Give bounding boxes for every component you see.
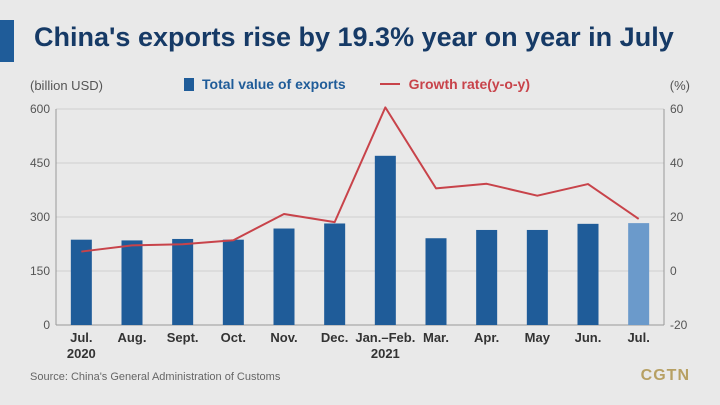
chart-title: China's exports rise by 19.3% year on ye… [34, 22, 674, 52]
x-tick-label: Jul. [627, 330, 649, 345]
right-tick-label: 40 [670, 156, 684, 170]
bar-exports [476, 229, 498, 325]
bar-exports [577, 223, 599, 325]
legend-item-growth: Growth rate(y-o-y) [379, 76, 531, 92]
x-tick-label: Sept. [167, 330, 199, 345]
left-tick-label: 300 [30, 210, 50, 224]
bar-exports [324, 223, 346, 325]
brand-logo: CGTN [640, 367, 690, 384]
x-tick-label: Jan.–Feb. [355, 330, 415, 345]
right-tick-label: 0 [670, 264, 677, 278]
bar-exports [70, 239, 92, 325]
left-tick-label: 450 [30, 156, 50, 170]
right-axis-unit: (%) [669, 78, 690, 93]
x-tick-label: Jun. [575, 330, 602, 345]
bar-exports [172, 238, 194, 325]
x-tick-label: May [525, 330, 551, 345]
legend-label-growth: Growth rate(y-o-y) [408, 76, 531, 92]
x-tick-label: Nov. [270, 330, 297, 345]
left-tick-label: 0 [43, 318, 50, 332]
x-tick-label: Aug. [118, 330, 147, 345]
right-tick-label: -20 [670, 318, 688, 332]
right-tick-label: 20 [670, 210, 684, 224]
left-tick-label: 150 [30, 264, 50, 278]
growth-rate-line [81, 106, 640, 253]
legend-label-exports: Total value of exports [202, 76, 346, 92]
bar-exports [273, 228, 295, 325]
legend-item-exports: Total value of exports [184, 76, 346, 92]
title-accent-bar [0, 20, 14, 62]
x-tick-label: Oct. [221, 330, 246, 345]
left-tick-label: 600 [30, 102, 50, 116]
right-tick-label: 60 [670, 102, 684, 116]
x-tick-label: Jul. [70, 330, 92, 345]
bar-exports [628, 223, 650, 325]
bar-exports [222, 239, 244, 325]
legend-swatch-bar [184, 77, 194, 91]
bar-exports [121, 240, 143, 325]
bar-exports [425, 238, 447, 325]
x-tick-label: Apr. [474, 330, 499, 345]
bar-exports [526, 229, 548, 325]
legend: Total value of exports Growth rate(y-o-y… [184, 76, 564, 92]
x-tick-sublabel: 2020 [67, 346, 96, 360]
x-tick-label: Dec. [321, 330, 348, 345]
source-note: Source: China's General Administration o… [30, 371, 281, 383]
x-tick-label: Mar. [423, 330, 449, 345]
legend-swatch-line [379, 83, 400, 85]
bar-exports [374, 155, 396, 325]
left-axis-unit: (billion USD) [30, 78, 103, 93]
x-tick-sublabel: 2021 [371, 346, 400, 360]
